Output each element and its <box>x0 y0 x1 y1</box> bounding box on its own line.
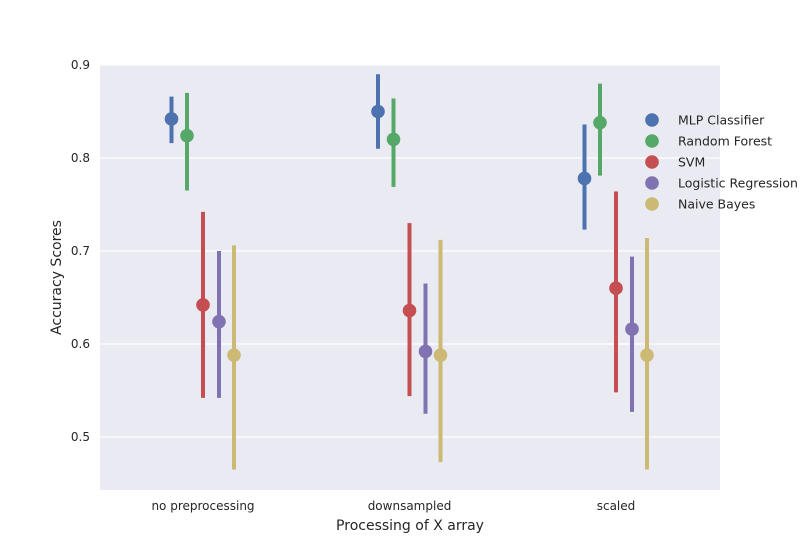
y-axis-label: Accuracy Scores <box>49 220 65 335</box>
series-svm <box>196 191 623 398</box>
x-tick-labels: no preprocessing downsampled scaled <box>151 499 635 513</box>
data-point <box>180 128 194 143</box>
data-point <box>196 298 210 312</box>
data-point <box>386 132 401 147</box>
data-point <box>625 322 639 336</box>
data-point <box>433 348 448 362</box>
y-tick-label: 0.6 <box>71 337 90 351</box>
x-axis-label: Processing of X array <box>336 518 484 534</box>
data-point <box>371 104 385 119</box>
legend-marker <box>645 197 659 211</box>
data-point <box>164 112 179 126</box>
data-point <box>640 348 654 362</box>
data-point <box>577 171 592 186</box>
legend-marker <box>645 113 659 127</box>
series-logistic-regression <box>212 250 639 414</box>
series-layer <box>164 74 654 470</box>
legend-marker <box>645 176 659 190</box>
legend: MLP Classifier Random Forest SVM Logistic R… <box>645 113 798 212</box>
data-point <box>212 314 226 329</box>
x-tick-label: downsampled <box>368 499 452 513</box>
series-naive-bayes <box>227 237 654 470</box>
y-tick-label: 0.5 <box>71 430 90 444</box>
data-point <box>227 348 241 362</box>
legend-label: SVM <box>678 155 705 170</box>
x-tick-label: scaled <box>597 499 636 513</box>
y-tick-label: 0.8 <box>71 151 90 165</box>
legend-label: Random Forest <box>678 134 772 149</box>
legend-item: SVM <box>645 155 705 170</box>
series-random-forest <box>180 83 607 191</box>
legend-item: MLP Classifier <box>645 113 765 128</box>
y-tick-label: 0.9 <box>71 58 90 72</box>
legend-label: MLP Classifier <box>678 113 765 128</box>
y-tick-labels: 0.5 0.6 0.7 0.8 0.9 <box>71 58 90 444</box>
data-point <box>402 303 417 318</box>
y-tick-label: 0.7 <box>71 244 90 258</box>
data-point <box>418 344 433 359</box>
series-mlp-classifier <box>164 74 592 230</box>
legend-marker <box>645 155 659 169</box>
legend-item: Random Forest <box>645 134 772 149</box>
legend-item: Logistic Regression <box>645 176 798 191</box>
data-point <box>593 115 607 130</box>
legend-label: Logistic Regression <box>678 176 798 191</box>
legend-marker <box>645 134 659 148</box>
legend-item: Naive Bayes <box>645 197 755 212</box>
x-tick-label: no preprocessing <box>151 499 254 513</box>
legend-label: Naive Bayes <box>678 197 755 212</box>
data-point <box>609 281 623 295</box>
